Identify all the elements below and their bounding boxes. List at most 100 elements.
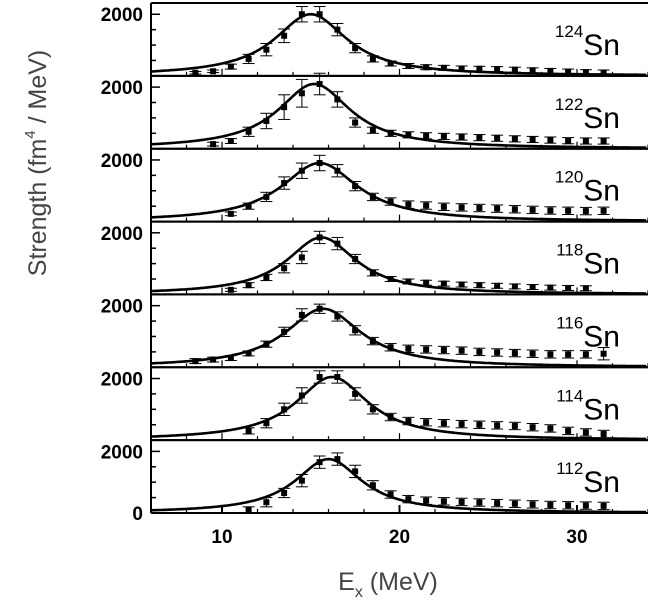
- y-zero-label: 0: [132, 504, 143, 525]
- data-point: [405, 62, 412, 69]
- data-point: [494, 422, 501, 429]
- data-point: [298, 254, 305, 261]
- y-tick-label: 2000: [101, 442, 143, 463]
- data-point: [281, 265, 288, 272]
- data-point: [316, 234, 323, 241]
- data-point: [423, 279, 430, 286]
- isotope-mass: 118: [556, 241, 583, 260]
- y-tick-label: 2000: [101, 5, 143, 26]
- data-point: [210, 141, 217, 148]
- data-point: [227, 138, 234, 145]
- data-point: [192, 69, 199, 76]
- data-point: [263, 341, 270, 348]
- data-point: [458, 347, 465, 354]
- data-point: [263, 274, 270, 281]
- data-point: [600, 69, 607, 76]
- data-point: [511, 283, 518, 290]
- fit-curve: [151, 161, 647, 222]
- data-point: [476, 205, 483, 212]
- data-point: [582, 351, 589, 358]
- data-point: [227, 286, 234, 293]
- data-point: [245, 128, 252, 135]
- data-point: [245, 55, 252, 62]
- data-point: [263, 499, 270, 506]
- isotope-label: 122Sn: [555, 95, 620, 135]
- data-point: [458, 498, 465, 505]
- data-point: [582, 208, 589, 215]
- data-point: [387, 414, 394, 421]
- data-point: [387, 276, 394, 283]
- data-point: [334, 313, 341, 320]
- data-point: [494, 349, 501, 356]
- data-point: [423, 132, 430, 139]
- data-point: [529, 67, 536, 74]
- x-axis-title-tail: (MeV): [363, 568, 438, 596]
- data-point: [547, 425, 554, 432]
- data-point: [352, 256, 359, 262]
- data-point: [600, 502, 607, 509]
- data-point: [582, 429, 589, 436]
- data-point: [369, 482, 376, 489]
- data-point: [582, 138, 589, 145]
- y-axis-title-prefix: Strength (fm: [24, 139, 52, 277]
- fit-curve: [150, 457, 647, 514]
- data-point: [440, 133, 447, 140]
- data-point: [529, 284, 536, 291]
- isotope-label: 112Sn: [556, 459, 620, 499]
- data-point: [227, 355, 234, 362]
- isotope-mass: 124: [555, 22, 583, 41]
- data-point: [529, 136, 536, 143]
- data-point: [210, 356, 217, 363]
- x-axis-title-sub: x: [355, 584, 363, 601]
- data-point: [440, 498, 447, 505]
- data-point: [316, 373, 323, 380]
- panel-118: 2000 118Sn: [101, 220, 648, 296]
- data-point: [281, 489, 288, 496]
- y-axis-title: Strength (fm4 / MeV): [22, 50, 52, 276]
- data-point: [405, 496, 412, 503]
- data-point: [423, 202, 430, 209]
- data-point: [369, 127, 376, 134]
- data-point: [192, 358, 199, 365]
- data-point: [369, 193, 376, 200]
- data-point: [263, 117, 270, 124]
- data-point: [281, 180, 288, 187]
- data-point: [405, 278, 412, 285]
- data-point: [369, 338, 376, 345]
- isotope-symbol: Sn: [583, 466, 620, 499]
- data-point: [547, 207, 554, 214]
- data-point: [600, 430, 607, 437]
- isotope-mass: 112: [556, 459, 583, 478]
- data-point: [423, 346, 430, 353]
- panels: 2000124Sn2000122Sn2000120Sn2000118Sn2000…: [101, 2, 648, 525]
- data-point: [600, 350, 607, 357]
- data-point: [458, 421, 465, 428]
- data-point: [565, 207, 572, 214]
- isotope-mass: 122: [555, 95, 583, 114]
- data-point: [263, 420, 270, 427]
- data-point: [352, 390, 359, 397]
- data-point: [423, 419, 430, 426]
- data-point: [458, 134, 465, 141]
- panel-112: 2000 112Sn: [101, 439, 648, 514]
- isotope-symbol: Sn: [583, 29, 620, 62]
- data-point: [511, 422, 518, 429]
- data-point: [298, 167, 305, 174]
- panel-124: 2000 124Sn: [101, 2, 648, 77]
- data-point: [316, 11, 323, 18]
- isotope-label: 116Sn: [556, 313, 620, 353]
- panel-120: 2000 120Sn: [101, 147, 648, 223]
- data-point: [369, 269, 376, 276]
- data-point: [245, 506, 252, 513]
- data-point: [529, 350, 536, 357]
- data-point: [369, 55, 376, 62]
- data-point: [316, 160, 323, 167]
- data-point: [547, 501, 554, 508]
- data-point: [423, 497, 430, 504]
- isotope-label: 124Sn: [555, 22, 620, 62]
- data-point: [476, 65, 483, 72]
- data-point: [387, 60, 394, 67]
- data-point: [245, 282, 252, 289]
- x-tick-label: 30: [566, 527, 587, 548]
- data-point: [494, 500, 501, 507]
